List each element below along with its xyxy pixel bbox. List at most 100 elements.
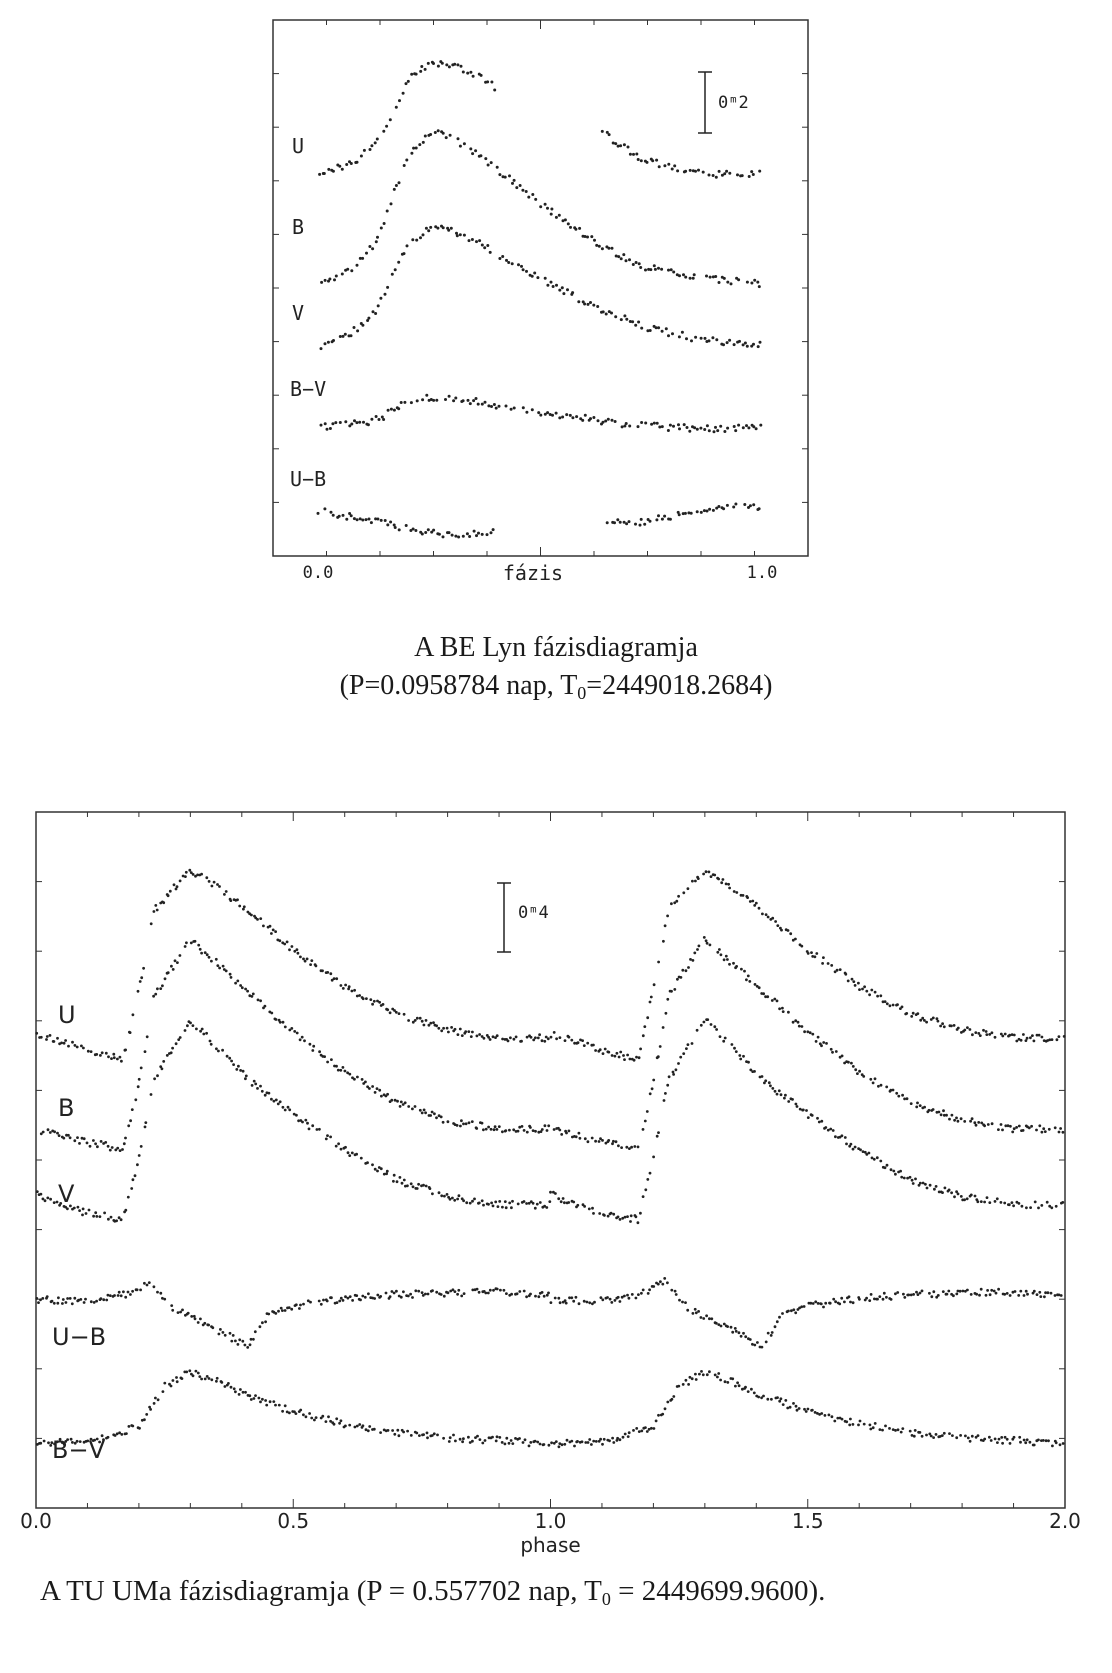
data-point: [316, 511, 320, 515]
data-point: [543, 202, 547, 206]
data-point: [851, 1147, 855, 1151]
data-point: [478, 1438, 482, 1441]
data-point: [682, 1052, 686, 1055]
data-point: [374, 312, 378, 315]
data-point: [39, 1035, 43, 1039]
data-point: [56, 1440, 59, 1444]
data-point: [462, 1292, 466, 1295]
data-point: [386, 1429, 390, 1432]
data-point: [628, 1057, 632, 1061]
data-point: [794, 937, 797, 941]
data-point: [627, 1431, 631, 1435]
data-point: [429, 225, 433, 229]
data-point: [637, 262, 641, 266]
data-point: [552, 1190, 555, 1194]
x-tick-label-1: 0.5: [277, 1509, 309, 1533]
data-point: [708, 1317, 711, 1321]
data-point: [728, 962, 731, 966]
data-point: [454, 1439, 457, 1443]
data-point: [169, 1384, 173, 1388]
data-point: [56, 1301, 60, 1305]
data-point: [955, 1292, 959, 1296]
data-point: [292, 1112, 296, 1116]
data-point: [867, 1151, 871, 1155]
data-point: [851, 1423, 855, 1426]
data-point: [270, 1011, 274, 1015]
data-point: [396, 1428, 400, 1432]
data-point: [402, 1290, 405, 1294]
data-point: [811, 1032, 815, 1036]
data-point: [618, 520, 622, 524]
data-point: [75, 1439, 79, 1443]
data-point: [271, 928, 275, 932]
data-point: [366, 319, 370, 322]
data-point: [487, 1035, 490, 1039]
data-point: [694, 1372, 697, 1376]
data-point: [607, 133, 611, 137]
data-point: [660, 425, 664, 429]
data-point: [443, 1194, 446, 1198]
data-point: [787, 1309, 790, 1313]
data-point: [348, 1154, 352, 1157]
data-point: [725, 341, 729, 345]
data-point: [667, 1075, 671, 1079]
data-point: [110, 1146, 114, 1149]
data-point: [514, 1437, 517, 1440]
data-point: [283, 1108, 287, 1112]
data-point: [223, 1333, 227, 1337]
data-point: [432, 528, 436, 532]
data-point: [242, 907, 245, 911]
data-point: [747, 175, 751, 178]
data-point: [371, 1002, 374, 1006]
data-point: [737, 278, 741, 282]
data-point: [728, 171, 732, 175]
data-point: [68, 1136, 72, 1140]
data-point: [319, 347, 323, 351]
data-point: [723, 172, 727, 176]
data-point: [622, 520, 626, 524]
data-point: [102, 1142, 105, 1145]
be-lyn-figure: 0.0 1.0 fázis U B V B−V U−B 0ᵐ2: [0, 0, 1112, 604]
data-point: [632, 152, 635, 156]
data-point: [723, 1380, 727, 1384]
data-point: [477, 1290, 481, 1294]
data-point: [439, 1293, 443, 1296]
data-point: [435, 398, 439, 402]
data-point: [561, 415, 565, 419]
data-point: [366, 1429, 370, 1433]
data-point: [913, 1429, 917, 1432]
data-point: [575, 415, 579, 419]
data-point: [674, 1068, 678, 1072]
data-point: [347, 987, 350, 991]
data-point: [817, 1120, 821, 1124]
data-point: [729, 282, 733, 286]
data-point: [964, 1434, 967, 1438]
data-point: [293, 1030, 297, 1033]
data-point: [461, 534, 465, 538]
data-point: [699, 426, 703, 430]
data-point: [959, 1195, 963, 1198]
data-point: [92, 1139, 95, 1142]
data-point: [971, 1033, 974, 1037]
data-point: [549, 1301, 553, 1304]
data-point: [1058, 1443, 1062, 1447]
data-point: [437, 1114, 441, 1118]
data-point: [686, 1043, 690, 1046]
data-point: [487, 1202, 490, 1206]
data-point: [748, 900, 752, 903]
data-point: [668, 517, 672, 521]
data-point: [876, 1297, 879, 1301]
data-point: [421, 1294, 425, 1297]
data-point: [152, 1402, 156, 1405]
data-point: [283, 942, 287, 946]
data-point: [1005, 1437, 1009, 1441]
data-point: [610, 1301, 614, 1304]
data-point: [628, 152, 632, 156]
data-point: [149, 922, 153, 926]
data-point: [462, 233, 466, 237]
data-point: [612, 1212, 616, 1216]
data-point: [355, 421, 359, 425]
data-point: [911, 1011, 915, 1015]
data-point: [139, 1288, 143, 1292]
data-point: [685, 337, 688, 341]
